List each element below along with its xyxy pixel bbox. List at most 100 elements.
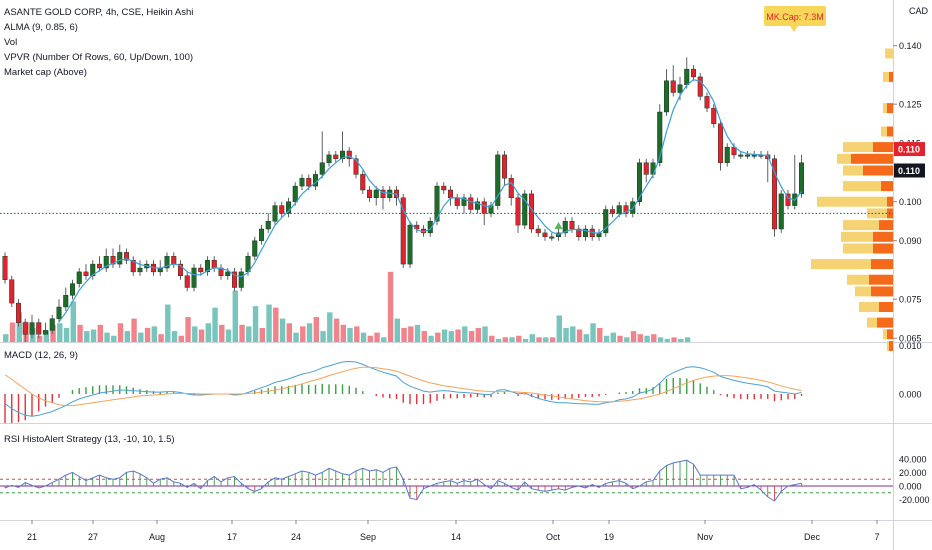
volume-bar (624, 337, 630, 342)
price-badge-red-text: 0.110 (898, 145, 920, 155)
time-axis-label: 14 (451, 532, 461, 542)
volume-bar (171, 331, 178, 342)
candle-up (286, 201, 292, 214)
vpvr-bar-up (843, 220, 879, 231)
volume-bar (212, 307, 218, 342)
candle-down (772, 158, 778, 230)
volume-bar (516, 335, 522, 342)
candle-up (657, 111, 663, 163)
volume-bar (300, 326, 306, 342)
volume-bar (77, 324, 83, 342)
volume-bar (644, 335, 650, 342)
candle-down (346, 150, 352, 160)
volume-bar (441, 329, 448, 342)
candle-up (603, 209, 609, 234)
candle-up (265, 220, 271, 230)
volume-bar (97, 324, 103, 342)
candle-down (231, 271, 237, 288)
price-tick-label: 0.090 (899, 236, 922, 246)
time-axis-label: 17 (227, 532, 237, 542)
volume-bar (637, 334, 643, 342)
candle-up (29, 322, 35, 335)
candle-down (171, 256, 177, 265)
candle-up (272, 205, 278, 222)
volume-bar (219, 324, 225, 342)
candle-down (9, 279, 15, 304)
volume-bar (502, 337, 508, 342)
candle-up (738, 154, 744, 157)
volume-indicator-label[interactable]: Vol (4, 37, 18, 48)
volume-bar (90, 329, 97, 342)
candle-down (22, 322, 28, 335)
volume-bar (563, 327, 569, 342)
candle-up (340, 150, 346, 160)
volume-bar (192, 326, 198, 342)
candle-up (63, 295, 69, 308)
vpvr-bar-up (847, 274, 869, 285)
candle-down (691, 68, 697, 78)
volume-bar (259, 327, 265, 342)
volume-bar (158, 334, 164, 342)
volume-bar (536, 337, 542, 342)
volume-bar (360, 332, 367, 342)
vpvr-bar-down (887, 126, 893, 137)
vpvr-bar-up (855, 286, 871, 297)
candle-down (535, 228, 541, 234)
candle-up (522, 193, 528, 226)
volume-bar (347, 327, 353, 342)
candle-up (137, 267, 143, 273)
candle-down (468, 197, 474, 210)
candle-up (407, 224, 413, 265)
vpvr-bar-up (837, 153, 851, 164)
vpvr-bar-down (889, 71, 893, 82)
volume-bar (293, 332, 299, 342)
macd-panel-label[interactable]: MACD (12, 26, 9) (4, 350, 78, 361)
candle-down (454, 197, 460, 206)
volume-bar (354, 326, 360, 342)
time-axis-label: 27 (88, 532, 98, 542)
volume-bar (138, 332, 144, 342)
volume-bar (340, 324, 346, 342)
volume-bar (117, 323, 124, 342)
volume-bar (482, 326, 488, 342)
candle-down (279, 205, 285, 214)
time-axis-label: Nov (697, 532, 714, 542)
volume-bar (489, 335, 495, 342)
volume-bar (144, 327, 151, 342)
time-axis-label: 24 (291, 532, 301, 542)
candle-up (799, 162, 805, 195)
price-tick-label: 0.125 (899, 100, 922, 110)
volume-bar (232, 290, 238, 342)
volume-bar (387, 271, 394, 342)
vpvr-bar-down (887, 196, 893, 207)
volume-bar (178, 335, 184, 342)
candle-down (576, 228, 582, 238)
vpvr-bar-down (863, 165, 893, 176)
vpvr-indicator-label[interactable]: VPVR (Number Of Rows, 60, Up/Down, 100) (4, 52, 194, 63)
candle-down (380, 189, 386, 198)
volume-bar (266, 304, 272, 342)
candle-down (333, 154, 339, 159)
candle-up (461, 197, 467, 206)
rsi-panel-label[interactable]: RSI HistoAlert Strategy (13, -10, 10, 1.… (4, 434, 175, 445)
market-cap-badge-pointer (790, 26, 798, 32)
candle-down (83, 271, 89, 276)
candle-down (670, 80, 676, 93)
candle-up (90, 263, 96, 277)
volume-bar (651, 334, 657, 342)
vpvr-bar-down (871, 259, 893, 270)
volume-bar (165, 304, 171, 342)
volume-bar (583, 334, 589, 342)
candle-up (191, 267, 197, 288)
candle-down (711, 107, 717, 124)
volume-bar (63, 327, 70, 342)
volume-bar (327, 312, 333, 342)
candle-up (56, 306, 62, 319)
alma-indicator-label[interactable]: ALMA (9, 0.85, 6) (4, 22, 78, 33)
time-axis-label: Oct (546, 532, 561, 542)
volume-bar (313, 317, 319, 342)
candle-up (562, 220, 568, 234)
market-cap-indicator-label[interactable]: Market cap (Above) (4, 67, 87, 78)
candle-up (664, 80, 670, 113)
volume-bar (320, 331, 326, 342)
